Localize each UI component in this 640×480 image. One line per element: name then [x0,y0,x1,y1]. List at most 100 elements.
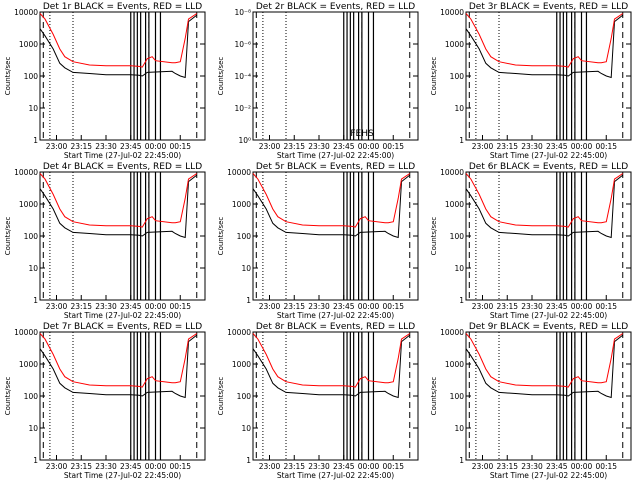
x-tick-label: 00:00 [145,462,167,471]
x-tick-label: 23:30 [521,142,543,151]
x-tick-label: 23:45 [120,302,142,311]
y-tick-label: 100 [24,232,39,241]
y-tick-label: 100 [24,392,39,401]
x-tick-label: 00:15 [595,462,617,471]
x-tick-label: 23:45 [120,142,142,151]
y-tick-label: 10000 [14,328,38,337]
y-tick-label: 1 [459,136,464,145]
y-tick-label: 10 [454,104,464,113]
x-tick-label: 23:30 [308,142,330,151]
y-tick-label: 1 [33,136,38,145]
y-tick-label: 10 [241,424,251,433]
x-axis-label: Start Time (27-Jul-02 22:45:00) [490,471,607,480]
x-axis-label: Start Time (27-Jul-02 22:45:00) [277,471,394,480]
y-tick-label: 1 [33,456,38,465]
y-tick-label: 10000 [440,8,464,17]
y-tick-label: 10⁻⁴ [234,72,251,81]
y-tick-label: 10 [28,104,38,113]
x-tick-label: 23:00 [259,302,281,311]
y-tick-label: 1 [246,456,251,465]
series-line [39,334,198,399]
series-line [465,14,624,79]
x-tick-label: 23:00 [259,142,281,151]
x-tick-label: 23:00 [46,302,68,311]
x-tick-label: 00:00 [571,302,593,311]
y-axis-label: Counts/sec [430,57,438,96]
x-tick-label: 23:30 [95,142,117,151]
x-tick-label: 23:15 [70,142,92,151]
series-line [39,13,198,68]
det-panel-9: Det 9r BLACK = Events, RED = LLD 1 10 100 10… [430,322,632,480]
y-tick-label: 1 [33,296,38,305]
y-tick-label: 100 [24,72,39,81]
series-line [465,334,624,399]
y-tick-label: 1 [459,456,464,465]
series-line [39,173,198,228]
panel-title: Det 6r BLACK = Events, RED = LLD [469,162,628,172]
det-panel-3: Det 3r BLACK = Events, RED = LLD 1 10 100 10… [430,2,632,160]
x-tick-label: 00:15 [382,142,404,151]
series-line [465,174,624,239]
y-tick-label: 10 [454,424,464,433]
y-tick-label: 1000 [19,360,38,369]
x-axis-label: Start Time (27-Jul-02 22:45:00) [64,151,181,160]
panel-title: Det 8r BLACK = Events, RED = LLD [256,322,415,332]
x-tick-label: 00:15 [595,142,617,151]
x-tick-label: 23:30 [308,302,330,311]
y-tick-label: 10 [28,424,38,433]
y-tick-label: 1 [246,296,251,305]
y-tick-label: 10000 [227,328,251,337]
det-panel-4: Det 4r BLACK = Events, RED = LLD 1 10 100 10… [4,162,206,320]
x-tick-label: 00:15 [382,462,404,471]
x-tick-label: 00:00 [571,142,593,151]
y-tick-label: 1000 [445,40,464,49]
y-tick-label: 10000 [227,168,251,177]
y-axis-label: Counts/sec [4,57,12,96]
x-tick-label: 23:45 [333,462,355,471]
y-tick-label: 10⁻² [234,104,251,113]
x-tick-label: 23:15 [70,462,92,471]
x-tick-label: 23:00 [46,142,68,151]
x-tick-label: 23:45 [546,302,568,311]
y-tick-label: 10000 [440,328,464,337]
x-tick-label: 23:15 [283,462,305,471]
series-line [465,333,624,388]
y-tick-label: 1000 [19,40,38,49]
x-tick-label: 23:15 [283,142,305,151]
y-tick-label: 10000 [14,168,38,177]
y-tick-label: 10⁻⁸ [234,8,251,17]
x-axis-label: Start Time (27-Jul-02 22:45:00) [64,311,181,320]
x-tick-label: 00:00 [358,142,380,151]
y-axis-label: Counts/sec [217,217,225,256]
panel-title: Det 1r BLACK = Events, RED = LLD [43,2,202,12]
y-axis-label: Counts/sec [430,377,438,416]
series-line [252,174,411,239]
y-tick-label: 10000 [14,8,38,17]
panel-title: Det 2r BLACK = Events, RED = LLD [256,2,415,12]
x-tick-label: 00:00 [358,302,380,311]
y-tick-label: 100 [237,232,252,241]
panel-title: Det 5r BLACK = Events, RED = LLD [256,162,415,172]
y-tick-label: 1000 [232,360,251,369]
x-tick-label: 23:15 [70,302,92,311]
x-tick-label: 00:15 [595,302,617,311]
x-axis-label: Start Time (27-Jul-02 22:45:00) [277,151,394,160]
x-tick-label: 23:00 [472,302,494,311]
y-tick-label: 1000 [232,200,251,209]
x-axis-label: Start Time (27-Jul-02 22:45:00) [490,311,607,320]
y-axis-label: Counts/sec [4,217,12,256]
x-tick-label: 23:30 [95,302,117,311]
y-tick-label: 1000 [445,360,464,369]
x-tick-label: 00:00 [358,462,380,471]
series-line [252,173,411,228]
x-tick-label: 00:15 [169,462,191,471]
series-line [39,14,198,79]
series-line [252,334,411,399]
y-tick-label: 100 [237,392,252,401]
det-panel-8: Det 8r BLACK = Events, RED = LLD 1 10 100 10… [217,322,419,480]
plot-frame [252,11,419,141]
y-axis-label: Counts/sec [4,377,12,416]
series-line [465,13,624,68]
x-tick-label: 23:00 [46,462,68,471]
